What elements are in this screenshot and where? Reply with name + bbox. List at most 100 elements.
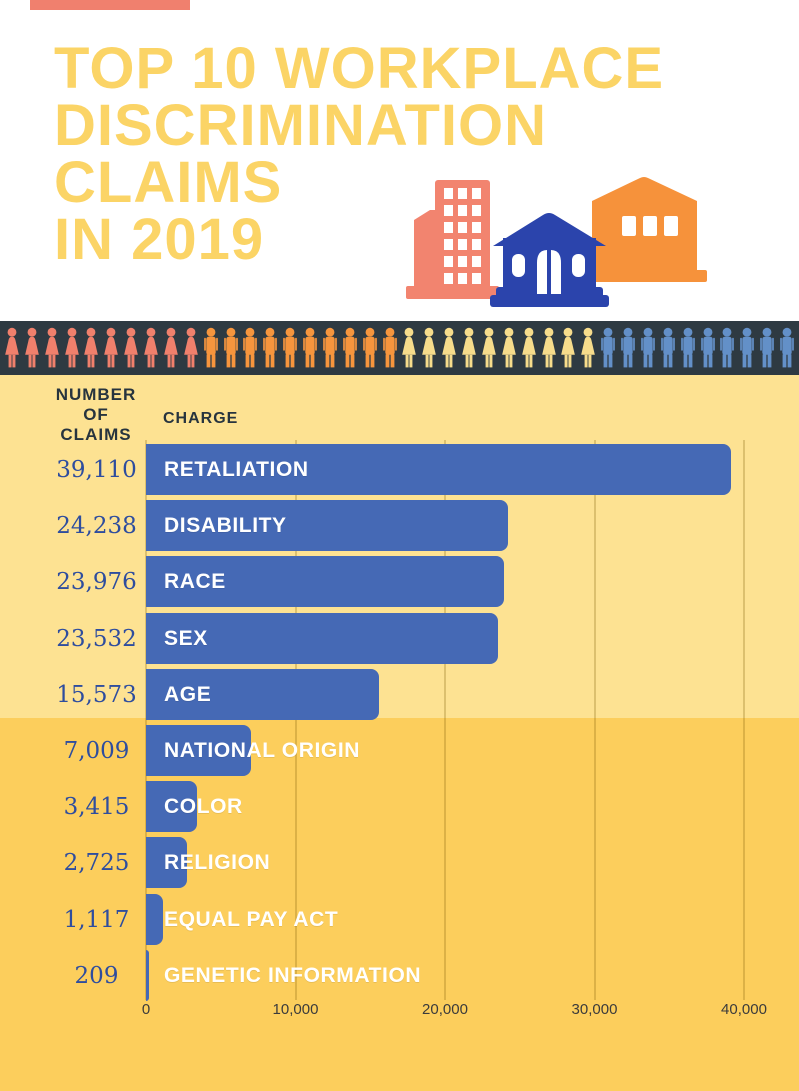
female-person-icon bbox=[5, 327, 19, 368]
bar bbox=[146, 444, 731, 495]
female-person-icon bbox=[44, 327, 59, 368]
bar bbox=[146, 612, 498, 664]
charge-category-label: COLOR bbox=[164, 795, 243, 819]
female-person-icon bbox=[164, 327, 178, 368]
top-accent-bar bbox=[30, 0, 190, 10]
female-person-icon bbox=[462, 327, 476, 368]
charge-category-label: RETALIATION bbox=[164, 458, 309, 481]
male-person-icon bbox=[362, 327, 377, 368]
house-icon bbox=[490, 213, 609, 307]
claim-count-value: 15,573 bbox=[56, 681, 137, 708]
x-gridline bbox=[145, 440, 147, 1000]
bar-row: 209 GENETIC INFORMATION bbox=[0, 949, 799, 1001]
female-person-icon bbox=[521, 327, 536, 368]
bar-row: 2,725 RELIGION bbox=[0, 837, 799, 889]
bar-row: 15,573 AGE bbox=[0, 668, 799, 720]
female-person-icon bbox=[541, 327, 556, 368]
female-person-icon bbox=[482, 327, 496, 368]
female-person-icon bbox=[24, 327, 39, 368]
claim-count-value: 209 bbox=[74, 962, 119, 989]
bar bbox=[146, 949, 150, 1001]
bar-row: 7,009 NATIONAL ORIGIN bbox=[0, 725, 799, 776]
chart-background-lower bbox=[0, 718, 799, 1091]
male-person-icon bbox=[323, 327, 337, 368]
female-person-icon bbox=[501, 327, 516, 368]
male-person-icon bbox=[700, 327, 715, 368]
charge-category-label: DISABILITY bbox=[164, 514, 287, 538]
charge-category-label: AGE bbox=[164, 682, 212, 706]
female-person-icon bbox=[84, 327, 99, 368]
page-title: TOP 10 WORKPLACE DISCRIMINATION CLAIMS I… bbox=[54, 36, 665, 272]
bar-row: 39,110 RETALIATION bbox=[0, 444, 799, 495]
office-building-icon bbox=[406, 180, 499, 299]
female-person-icon bbox=[422, 327, 437, 368]
male-person-icon bbox=[303, 327, 317, 368]
bar bbox=[146, 725, 251, 776]
female-person-icon bbox=[561, 327, 576, 368]
charge-category-label: EQUAL PAY ACT bbox=[164, 907, 339, 931]
claim-count-value: 23,532 bbox=[56, 625, 137, 652]
bar bbox=[146, 893, 163, 945]
male-person-icon bbox=[760, 327, 775, 368]
x-gridline bbox=[444, 440, 446, 1000]
charge-category-label: SEX bbox=[164, 626, 208, 650]
male-person-icon bbox=[283, 327, 298, 368]
charge-category-label: NATIONAL ORIGIN bbox=[164, 739, 361, 762]
bar bbox=[146, 837, 187, 889]
female-person-icon bbox=[64, 327, 79, 368]
male-person-icon bbox=[740, 327, 755, 368]
male-person-icon bbox=[720, 327, 735, 368]
claim-count-value: 1,117 bbox=[63, 906, 130, 933]
male-person-icon bbox=[780, 327, 794, 368]
x-gridline bbox=[294, 440, 297, 1000]
claim-count-value: 23,976 bbox=[56, 569, 137, 596]
male-person-icon bbox=[660, 327, 675, 368]
male-person-icon bbox=[601, 327, 616, 368]
male-person-icon bbox=[243, 327, 258, 368]
male-person-icon bbox=[223, 327, 238, 368]
claim-count-value: 7,009 bbox=[63, 738, 130, 764]
charge-category-label: RELIGION bbox=[164, 851, 271, 875]
claim-count-value: 24,238 bbox=[56, 513, 137, 540]
male-person-icon bbox=[203, 327, 218, 368]
male-person-icon bbox=[641, 327, 655, 368]
bar bbox=[146, 500, 509, 552]
bar-row: 3,415 COLOR bbox=[0, 781, 799, 833]
female-person-icon bbox=[581, 327, 596, 368]
female-person-icon bbox=[442, 327, 457, 368]
male-person-icon bbox=[382, 327, 397, 368]
male-person-icon bbox=[342, 327, 357, 368]
bar bbox=[146, 556, 505, 608]
bar-row: 1,117 EQUAL PAY ACT bbox=[0, 893, 799, 945]
title-line-4: IN 2019 bbox=[54, 207, 265, 272]
female-person-icon bbox=[124, 327, 139, 368]
bar-row: 23,532 SEX bbox=[0, 612, 799, 664]
x-axis-tick-label: 10,000 bbox=[272, 1001, 319, 1018]
female-person-icon bbox=[402, 327, 417, 368]
x-axis-tick-label: 20,000 bbox=[422, 1001, 468, 1018]
female-person-icon bbox=[144, 327, 158, 368]
barn-building-icon bbox=[592, 177, 707, 282]
bar bbox=[146, 668, 379, 720]
charge-category-label: RACE bbox=[164, 570, 226, 594]
male-person-icon bbox=[680, 327, 695, 368]
bar-row: 23,976 RACE bbox=[0, 556, 799, 608]
bar-row: 24,238 DISABILITY bbox=[0, 500, 799, 552]
male-person-icon bbox=[621, 327, 635, 368]
column-header-charge: CHARGE bbox=[163, 410, 239, 427]
x-gridline bbox=[593, 440, 596, 1000]
x-gridline bbox=[743, 440, 745, 1000]
column-header-number-of-claims: NUMBER OF CLAIMS bbox=[55, 385, 137, 444]
claim-count-value: 2,725 bbox=[63, 850, 130, 877]
claim-count-value: 3,415 bbox=[63, 794, 130, 821]
charge-category-label: GENETIC INFORMATION bbox=[164, 963, 422, 987]
people-pictogram-band bbox=[0, 321, 799, 375]
female-person-icon bbox=[183, 327, 198, 368]
title-line-1: TOP 10 WORKPLACE bbox=[54, 36, 665, 101]
title-line-2: DISCRIMINATION bbox=[54, 93, 548, 158]
claim-count-value: 39,110 bbox=[56, 457, 137, 483]
male-person-icon bbox=[263, 327, 278, 368]
x-axis-tick-label: 40,000 bbox=[721, 1001, 767, 1018]
x-axis-tick-label: 30,000 bbox=[571, 1001, 618, 1018]
